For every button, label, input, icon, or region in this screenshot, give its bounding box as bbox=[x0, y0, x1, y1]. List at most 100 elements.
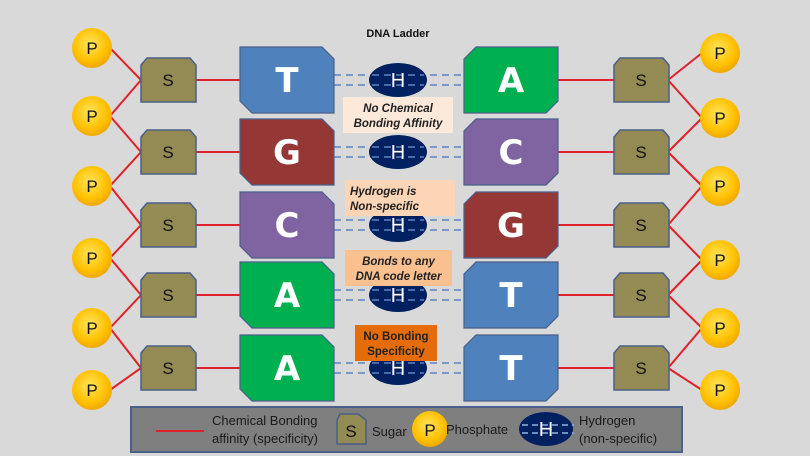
hydrogen-node: H bbox=[369, 63, 427, 97]
phosphate-letter: P bbox=[714, 177, 725, 196]
legend-sugar-letter: S bbox=[345, 422, 356, 441]
annotation-text: DNA code letter bbox=[356, 271, 442, 283]
base-A-right: A bbox=[463, 46, 559, 114]
hydrogen-node: H bbox=[369, 135, 427, 169]
sugar-node: S bbox=[613, 272, 670, 318]
legend-phosphate-letter: P bbox=[424, 421, 435, 440]
base-T-right: T bbox=[463, 261, 559, 329]
hydrogen-node: H bbox=[369, 208, 427, 242]
base-A-left: A bbox=[239, 261, 335, 329]
annotation-text: Bonds to any bbox=[362, 256, 435, 268]
legend-sugar-label: Sugar bbox=[372, 424, 407, 439]
phosphate-letter: P bbox=[714, 319, 725, 338]
annotation-text: Non-specific bbox=[350, 201, 420, 213]
phosphate-sugar-bond bbox=[109, 327, 142, 369]
phosphate-sugar-bond bbox=[667, 294, 703, 329]
sugar-node: S bbox=[140, 272, 197, 318]
phosphate-node: P bbox=[72, 370, 112, 410]
phosphate-letter: P bbox=[714, 381, 725, 400]
phosphate-letter: P bbox=[86, 177, 97, 196]
legend: Chemical Bonding affinity (specificity) … bbox=[130, 406, 683, 453]
phosphate-node: P bbox=[700, 98, 740, 138]
base-G-right: G bbox=[463, 191, 559, 259]
sugar-node: S bbox=[140, 202, 197, 248]
legend-phosphate-label: Phosphate bbox=[446, 422, 508, 437]
phosphate-node: P bbox=[700, 240, 740, 280]
sugar-letter: S bbox=[162, 71, 173, 90]
legend-bond-label-1: Chemical Bonding bbox=[212, 413, 318, 428]
phosphate-sugar-bond bbox=[109, 151, 142, 187]
base-T-left: T bbox=[239, 46, 335, 114]
sugar-node: S bbox=[140, 57, 197, 103]
sugar-letter: S bbox=[162, 216, 173, 235]
sugar-node: S bbox=[613, 345, 670, 391]
base-G-left: G bbox=[239, 118, 335, 186]
phosphate-node: P bbox=[700, 33, 740, 73]
sugar-letter: S bbox=[635, 71, 646, 90]
phosphate-node: P bbox=[72, 166, 112, 206]
phosphate-sugar-bond bbox=[667, 151, 703, 187]
sugar-letter: S bbox=[635, 359, 646, 378]
hydrogen-letter: H bbox=[391, 285, 405, 307]
hydrogen-letter: H bbox=[391, 142, 405, 164]
base-C-left: C bbox=[239, 191, 335, 259]
sugar-letter: S bbox=[162, 359, 173, 378]
legend-hydrogen-label-1: Hydrogen bbox=[579, 413, 635, 428]
phosphate-sugar-bond bbox=[109, 115, 142, 153]
sugar-letter: S bbox=[162, 286, 173, 305]
phosphate-sugar-bond bbox=[667, 117, 703, 153]
phosphate-node: P bbox=[700, 308, 740, 348]
annotation-text: No Chemical bbox=[363, 103, 433, 115]
phosphate-sugar-bond bbox=[109, 224, 142, 259]
sugar-node: S bbox=[613, 129, 670, 175]
base-A-left: A bbox=[239, 334, 335, 402]
sugar-node: S bbox=[140, 129, 197, 175]
legend-phosphate-icon bbox=[412, 411, 448, 447]
base-letter: C bbox=[275, 206, 300, 246]
base-T-right: T bbox=[463, 334, 559, 402]
phosphate-letter: P bbox=[86, 107, 97, 126]
phosphate-node: P bbox=[72, 308, 112, 348]
phosphate-sugar-bond bbox=[667, 259, 703, 296]
phosphate-sugar-bond bbox=[667, 52, 703, 81]
base-letter: C bbox=[499, 133, 524, 173]
annotation-note: Hydrogen is Non-specific bbox=[345, 180, 455, 216]
phosphate-sugar-bond bbox=[667, 224, 703, 261]
phosphate-letter: P bbox=[86, 249, 97, 268]
annotation-note: Bonds to any DNA code letter bbox=[345, 250, 452, 286]
phosphate-letter: P bbox=[714, 109, 725, 128]
sugar-node: S bbox=[613, 202, 670, 248]
phosphate-sugar-bond bbox=[109, 47, 142, 81]
sugar-letter: S bbox=[635, 143, 646, 162]
sugar-node: S bbox=[613, 57, 670, 103]
legend-bond-label-2: affinity (specificity) bbox=[212, 431, 318, 446]
base-letter: A bbox=[498, 61, 525, 101]
phosphate-letter: P bbox=[86, 319, 97, 338]
phosphate-sugar-bond bbox=[667, 185, 703, 226]
base-letter: T bbox=[499, 276, 523, 316]
hydrogen-node: H bbox=[369, 278, 427, 312]
base-letter: T bbox=[275, 61, 299, 101]
legend-hydrogen-label-2: (non-specific) bbox=[579, 431, 657, 446]
phosphate-sugar-bond bbox=[667, 327, 703, 369]
legend-box bbox=[130, 406, 683, 453]
phosphate-sugar-bond bbox=[109, 79, 142, 117]
phosphate-node: P bbox=[700, 166, 740, 206]
annotation-text: Bonding Affinity bbox=[354, 118, 443, 130]
phosphate-letter: P bbox=[714, 251, 725, 270]
annotation-note: No Bonding Specificity bbox=[355, 325, 437, 361]
legend-sugar-icon bbox=[336, 413, 367, 445]
diagram-title: DNA Ladder bbox=[366, 28, 430, 40]
base-letter: G bbox=[497, 206, 525, 246]
sugar-letter: S bbox=[635, 216, 646, 235]
sugar-letter: S bbox=[162, 143, 173, 162]
phosphate-node: P bbox=[72, 96, 112, 136]
hydrogen-letter: H bbox=[391, 215, 405, 237]
sugar-node: S bbox=[140, 345, 197, 391]
annotation-text: Specificity bbox=[367, 346, 425, 358]
hydrogen-letter: H bbox=[391, 70, 405, 92]
phosphate-node: P bbox=[72, 238, 112, 278]
base-letter: G bbox=[273, 133, 301, 173]
phosphate-node: P bbox=[700, 370, 740, 410]
